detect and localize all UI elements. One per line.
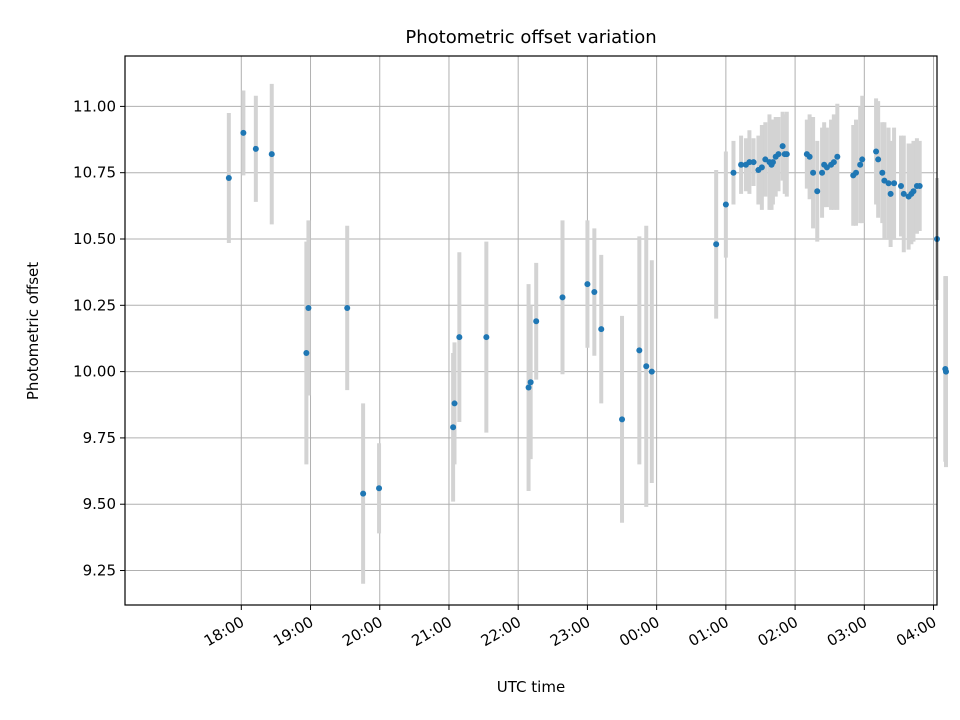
y-tick-label: 9.50 [83, 495, 116, 513]
data-point [598, 326, 605, 333]
data-point [891, 180, 898, 187]
data-point [643, 363, 650, 370]
data-point [900, 190, 907, 197]
data-point [483, 334, 490, 341]
data-point [916, 182, 923, 189]
y-tick-label: 10.00 [73, 363, 116, 381]
y-tick-label: 10.75 [73, 164, 116, 182]
data-point [887, 190, 894, 197]
data-point [722, 201, 729, 208]
data-point [859, 156, 866, 163]
data-point [783, 151, 790, 158]
data-point [898, 182, 905, 189]
data-point [525, 384, 532, 391]
data-point [814, 188, 821, 195]
data-point [376, 485, 383, 492]
data-point [559, 294, 566, 301]
data-points [225, 129, 949, 497]
data-point [240, 129, 247, 136]
y-tick-label: 9.25 [83, 562, 116, 580]
data-point [834, 153, 841, 160]
data-point [875, 156, 882, 163]
data-point [360, 490, 367, 497]
data-point [853, 169, 860, 176]
x-axis-label: UTC time [497, 678, 565, 696]
data-point [456, 334, 463, 341]
data-point [758, 164, 765, 171]
y-tick-label: 10.25 [73, 296, 116, 314]
data-point [879, 169, 886, 176]
data-point [591, 289, 598, 296]
data-point [810, 169, 817, 176]
data-point [451, 400, 458, 407]
data-point [806, 153, 813, 160]
data-point [779, 143, 786, 150]
data-point [303, 350, 310, 357]
data-point [305, 304, 312, 311]
data-point [775, 151, 782, 158]
data-point [750, 159, 757, 166]
data-point [252, 145, 259, 152]
data-point [584, 281, 591, 288]
data-point [910, 188, 917, 195]
data-point [830, 159, 837, 166]
data-point [533, 318, 540, 325]
y-axis: 9.25 9.50 9.75 10.00 10.25 10.50 10.75 11.00 [73, 97, 125, 580]
data-point [769, 159, 776, 166]
data-point [225, 175, 232, 181]
chart-title: Photometric offset variation [405, 27, 656, 48]
data-point [344, 304, 351, 311]
plot-frame [124, 55, 938, 606]
data-point [857, 161, 864, 168]
data-point [527, 379, 534, 386]
data-point [619, 416, 626, 423]
data-point [648, 368, 655, 375]
y-axis-label: Photometric offset [24, 262, 42, 400]
data-point [873, 148, 880, 155]
data-point [738, 161, 745, 168]
data-point [636, 347, 643, 354]
y-tick-label: 11.00 [73, 97, 116, 115]
data-point [746, 159, 753, 166]
data-point [730, 169, 737, 176]
data-point [713, 241, 720, 248]
data-point [885, 180, 892, 187]
y-tick-label: 9.75 [83, 429, 116, 447]
data-point [942, 368, 949, 375]
data-point [450, 424, 457, 431]
data-point [819, 169, 826, 176]
data-point [268, 151, 275, 158]
y-tick-label: 10.50 [73, 230, 116, 248]
